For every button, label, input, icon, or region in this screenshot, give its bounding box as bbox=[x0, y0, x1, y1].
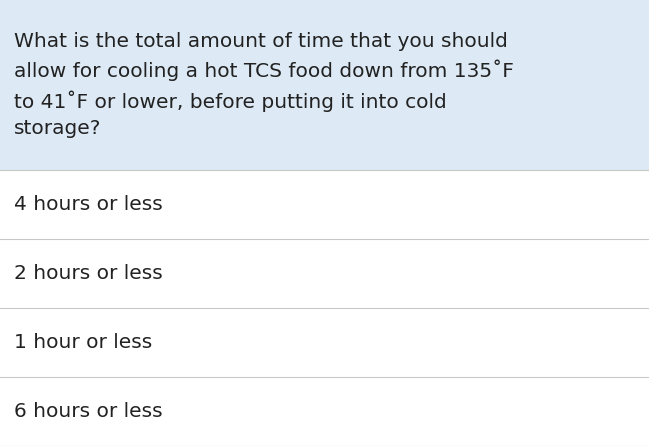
Text: What is the total amount of time that you should
allow for cooling a hot TCS foo: What is the total amount of time that yo… bbox=[14, 32, 514, 138]
Bar bbox=[0, 170, 649, 239]
Bar bbox=[0, 0, 649, 170]
Bar bbox=[0, 308, 649, 377]
Text: 6 hours or less: 6 hours or less bbox=[14, 402, 163, 421]
Bar bbox=[0, 239, 649, 308]
Text: 1 hour or less: 1 hour or less bbox=[14, 333, 153, 352]
Text: 4 hours or less: 4 hours or less bbox=[14, 195, 163, 215]
Text: 2 hours or less: 2 hours or less bbox=[14, 264, 163, 283]
Bar bbox=[0, 377, 649, 446]
